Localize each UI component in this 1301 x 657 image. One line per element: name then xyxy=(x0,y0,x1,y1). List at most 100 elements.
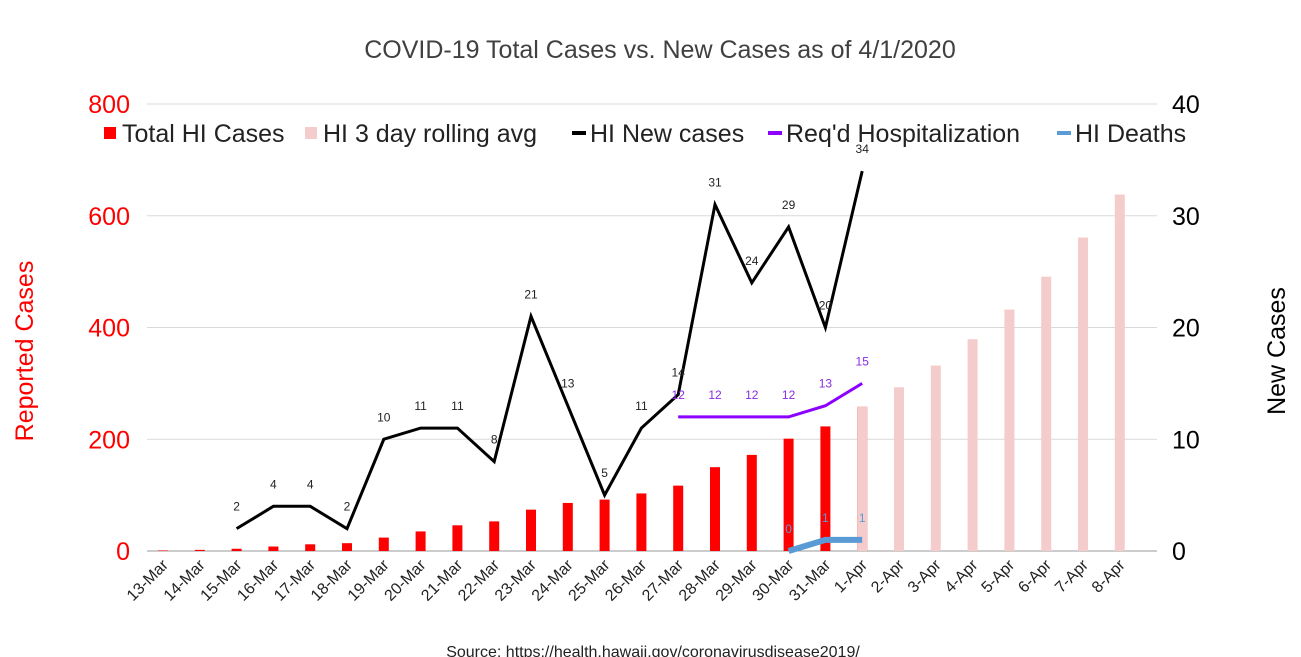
data-label: 4 xyxy=(307,477,314,491)
y-tick-left: 400 xyxy=(88,315,130,343)
data-label: 15 xyxy=(856,354,870,368)
y-tick-right: 10 xyxy=(1172,426,1200,454)
bar xyxy=(342,543,352,551)
bar xyxy=(378,537,389,551)
data-label: 13 xyxy=(819,377,833,391)
data-label: 10 xyxy=(377,410,391,424)
data-label: 11 xyxy=(635,399,648,413)
data-label: 21 xyxy=(524,287,538,301)
y-tick-right: 20 xyxy=(1172,315,1200,343)
data-label: 20 xyxy=(819,299,833,313)
source-note: Source: https://health.hawaii.gov/corona… xyxy=(446,644,860,657)
bar xyxy=(783,438,794,551)
x-ticks: 13-Mar14-Mar15-Mar16-Mar17-Mar18-Mar19-M… xyxy=(124,556,1129,604)
legend-swatch xyxy=(104,127,116,139)
legend-label: HI New cases xyxy=(590,120,744,148)
legend-label: Req'd Hospitalization xyxy=(786,120,1020,148)
data-label: 11 xyxy=(414,399,427,413)
legend-item: HI 3 day rolling avg xyxy=(305,120,537,148)
y-tick-right: 30 xyxy=(1172,203,1200,231)
bar xyxy=(562,502,573,551)
data-label: 2 xyxy=(233,500,240,514)
data-label: 12 xyxy=(672,388,686,402)
x-tick-label: 6-Apr xyxy=(1015,556,1055,596)
data-label: 24 xyxy=(745,254,759,268)
data-label: 1 xyxy=(822,511,829,525)
bar xyxy=(746,454,757,551)
bar xyxy=(599,499,610,551)
y-tick-right: 40 xyxy=(1172,91,1200,119)
legend-label: HI 3 day rolling avg xyxy=(323,120,537,148)
data-label: 12 xyxy=(782,388,796,402)
bar xyxy=(231,548,242,551)
lines xyxy=(235,170,864,554)
y-tick-right: 0 xyxy=(1172,538,1186,566)
bar xyxy=(820,426,831,551)
bar xyxy=(194,549,205,551)
x-tick-label: 8-Apr xyxy=(1089,556,1129,596)
bar xyxy=(305,544,316,551)
data-label: 29 xyxy=(782,198,796,212)
legend-swatch xyxy=(305,127,317,139)
legend-item: Total HI Cases xyxy=(104,120,285,148)
bar xyxy=(1041,276,1052,551)
series-line xyxy=(787,536,863,554)
bar xyxy=(1078,237,1088,551)
bar xyxy=(489,521,500,551)
x-tick-label: 3-Apr xyxy=(905,556,945,596)
data-label: 4 xyxy=(270,477,277,491)
bar xyxy=(930,365,941,551)
data-label: 11 xyxy=(451,399,464,413)
x-tick-label: 4-Apr xyxy=(942,556,982,596)
x-tick-label: 5-Apr xyxy=(979,556,1019,596)
data-label: 0 xyxy=(785,522,792,536)
bar xyxy=(857,406,868,551)
bar xyxy=(673,485,684,551)
bars xyxy=(158,194,1125,551)
chart-title: COVID-19 Total Cases vs. New Cases as of… xyxy=(364,36,955,64)
bar xyxy=(452,525,463,551)
y-tick-left: 200 xyxy=(88,426,130,454)
x-tick-label: 2-Apr xyxy=(868,556,908,596)
data-label: 31 xyxy=(708,176,722,190)
gridlines xyxy=(147,103,1157,552)
data-label: 1 xyxy=(859,511,866,525)
legend-label: Total HI Cases xyxy=(122,120,285,148)
x-tick-label: 1-Apr xyxy=(831,556,871,596)
bar xyxy=(710,467,720,551)
y-tick-left: 0 xyxy=(116,538,130,566)
bar xyxy=(415,531,426,551)
y-axis-label-left: Reported Cases xyxy=(11,261,39,442)
series-line xyxy=(235,170,864,531)
data-label: 34 xyxy=(856,142,870,156)
legend: Total HI Cases HI 3 day rolling avg HI New… xyxy=(104,120,1186,148)
bar xyxy=(894,387,904,551)
bar xyxy=(1004,309,1015,551)
data-label: 12 xyxy=(745,388,759,402)
bar xyxy=(268,546,279,551)
bar xyxy=(526,509,536,551)
legend-item: HI Deaths xyxy=(1057,120,1186,148)
legend-item: Req'd Hospitalization xyxy=(768,120,1020,148)
data-label: 14 xyxy=(672,366,686,380)
data-label: 8 xyxy=(491,433,498,447)
data-label: 13 xyxy=(561,377,575,391)
legend-item: HI New cases xyxy=(572,120,744,148)
series-line xyxy=(678,382,863,419)
legend-label: HI Deaths xyxy=(1075,120,1186,148)
y-axis-label-right: New Cases xyxy=(1263,287,1291,415)
bar xyxy=(967,339,978,551)
y-tick-left: 600 xyxy=(88,203,130,231)
bar xyxy=(158,550,168,551)
x-tick-label: 31-Mar xyxy=(786,556,834,604)
bar xyxy=(636,493,647,551)
data-label: 12 xyxy=(708,388,722,402)
y-tick-left: 800 xyxy=(88,91,130,119)
data-label: 2 xyxy=(344,500,351,514)
x-tick-label: 7-Apr xyxy=(1052,556,1092,596)
bar xyxy=(1114,194,1125,551)
data-label: 5 xyxy=(601,466,608,480)
